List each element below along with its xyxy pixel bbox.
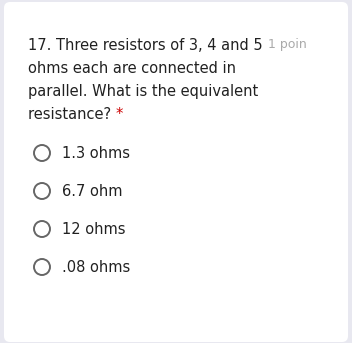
Text: 17. Three resistors of 3, 4 and 5: 17. Three resistors of 3, 4 and 5 [28,38,263,53]
Text: 12 ohms: 12 ohms [62,222,126,237]
FancyBboxPatch shape [4,2,348,342]
Text: *: * [116,107,123,122]
Text: 1.3 ohms: 1.3 ohms [62,146,130,161]
Text: parallel. What is the equivalent: parallel. What is the equivalent [28,84,258,99]
Text: resistance?: resistance? [28,107,116,122]
Text: 6.7 ohm: 6.7 ohm [62,184,122,199]
Text: ohms each are connected in: ohms each are connected in [28,61,236,76]
Text: 1 poin: 1 poin [268,38,307,51]
Text: .08 ohms: .08 ohms [62,260,130,275]
